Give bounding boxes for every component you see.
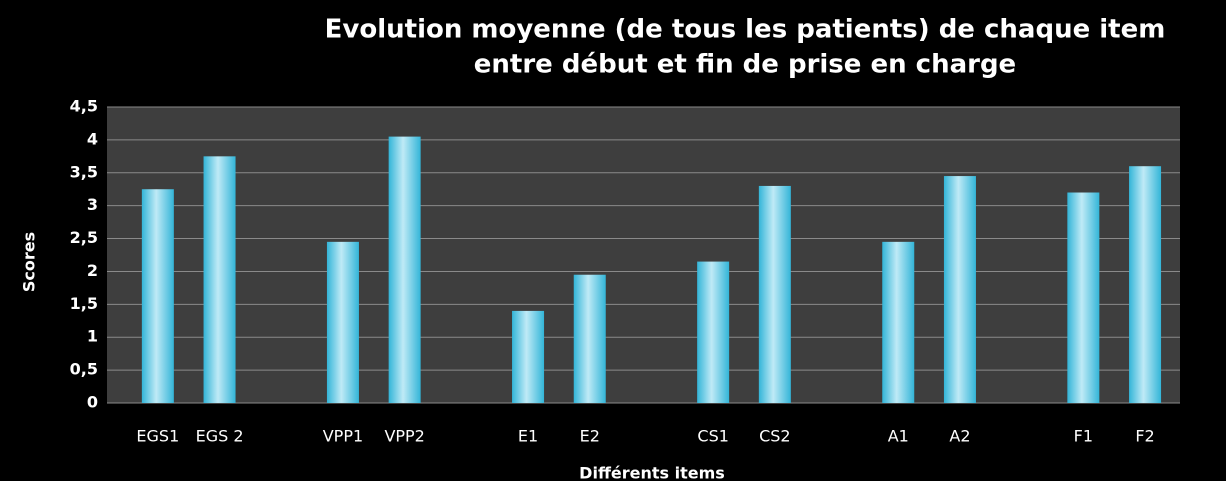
x-tick-label: CS1 <box>697 427 729 446</box>
bar <box>758 185 791 403</box>
bar <box>326 241 359 403</box>
y-tick-label: 2,5 <box>70 228 98 247</box>
chart-title: entre début et fin de prise en charge <box>474 50 1016 80</box>
plot-area <box>107 107 1180 403</box>
bar <box>573 274 606 403</box>
bar <box>1067 192 1100 403</box>
x-tick-label: CS2 <box>759 427 791 446</box>
y-tick-label: 2 <box>87 261 98 280</box>
x-tick-label: E1 <box>518 427 538 446</box>
bar <box>882 241 915 403</box>
bar <box>512 310 545 403</box>
bar <box>203 156 236 403</box>
bar <box>697 261 730 403</box>
y-axis-label: Scores <box>20 232 39 292</box>
x-axis-label: Différents items <box>579 464 725 481</box>
y-tick-label: 0 <box>87 393 98 412</box>
x-tick-label: A2 <box>949 427 970 446</box>
y-tick-label: 0,5 <box>70 360 98 379</box>
x-tick-label: EGS1 <box>136 427 179 446</box>
bar <box>943 176 976 403</box>
x-tick-label: EGS 2 <box>196 427 244 446</box>
bar <box>388 136 421 403</box>
x-tick-label: F1 <box>1074 427 1093 446</box>
x-tick-label: F2 <box>1135 427 1154 446</box>
x-tick-label: VPP2 <box>384 427 424 446</box>
y-tick-label: 3,5 <box>70 162 98 181</box>
x-tick-label: A1 <box>888 427 909 446</box>
bar <box>1129 166 1162 403</box>
bar <box>141 189 174 403</box>
x-tick-label: VPP1 <box>323 427 363 446</box>
y-tick-label: 1 <box>87 327 98 346</box>
y-tick-label: 3 <box>87 195 98 214</box>
y-tick-label: 1,5 <box>70 294 98 313</box>
x-tick-label: E2 <box>580 427 600 446</box>
y-tick-label: 4,5 <box>70 97 98 116</box>
chart-title: Evolution moyenne (de tous les patients)… <box>325 15 1166 45</box>
y-tick-label: 4 <box>87 129 98 148</box>
